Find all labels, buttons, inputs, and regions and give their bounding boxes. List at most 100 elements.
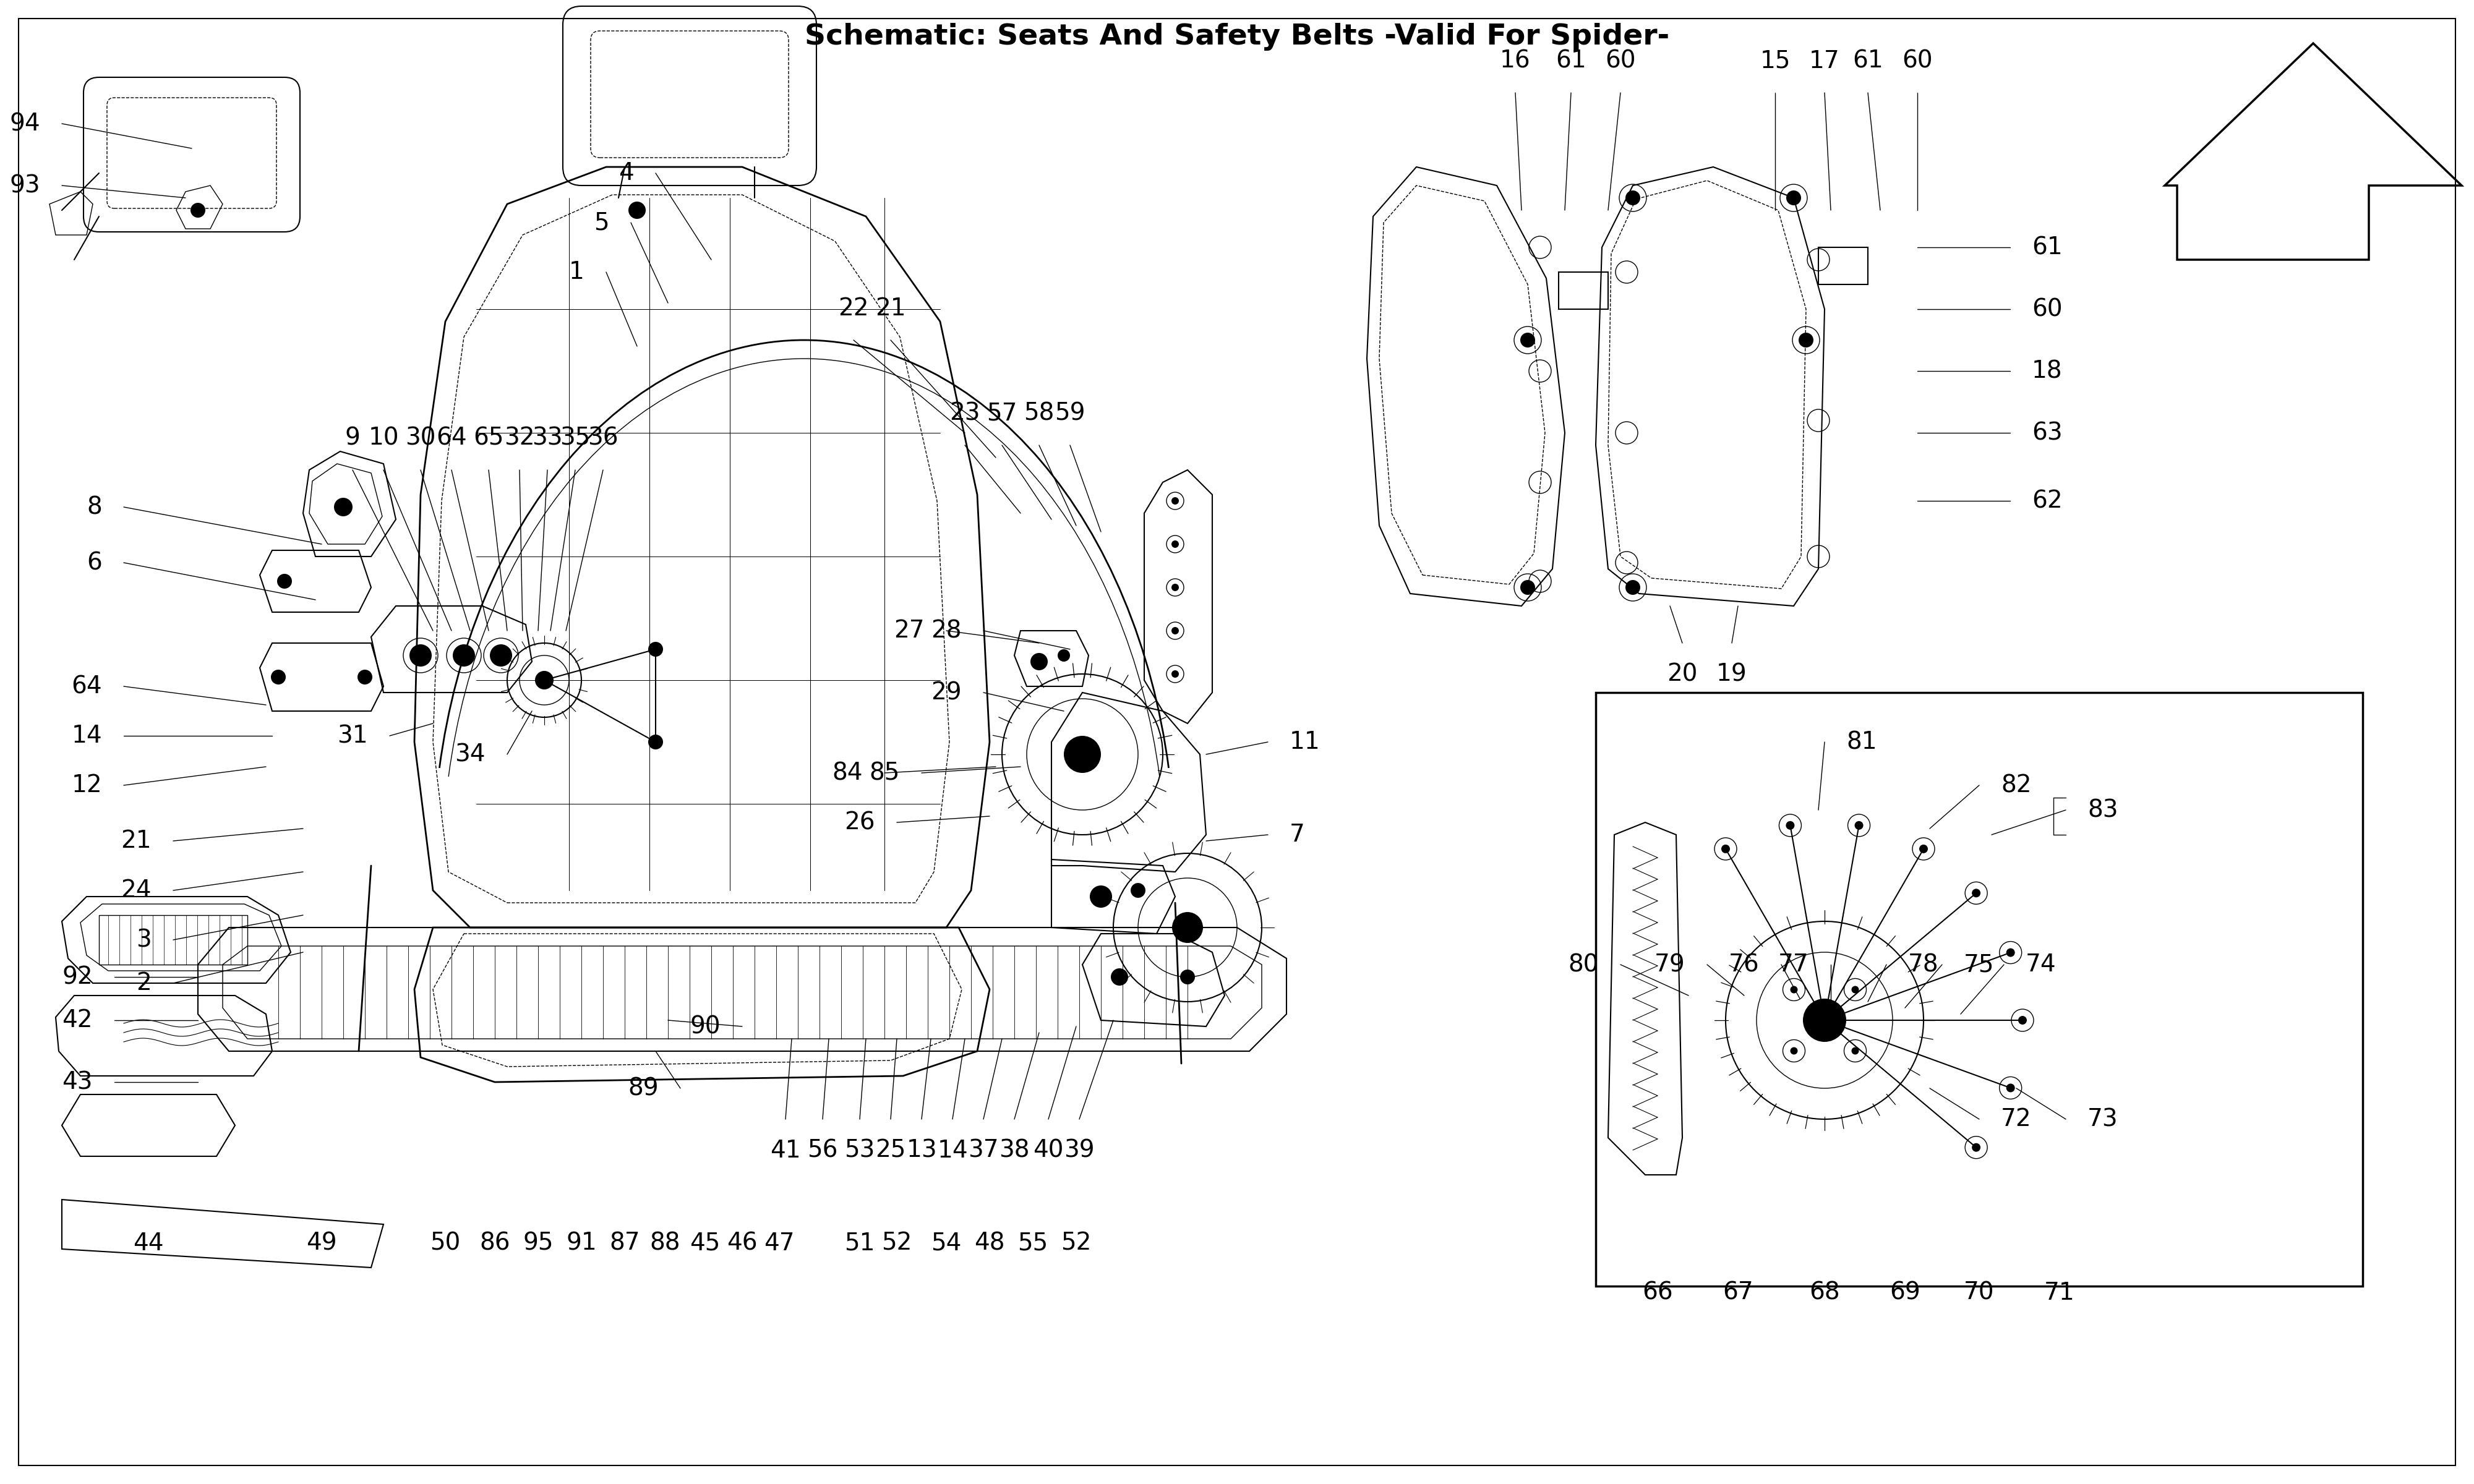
Text: 87: 87	[609, 1232, 641, 1255]
Text: 85: 85	[868, 761, 901, 785]
Text: 70: 70	[1964, 1281, 1994, 1304]
Text: 12: 12	[72, 773, 101, 797]
Text: 24: 24	[121, 879, 151, 902]
Circle shape	[334, 497, 354, 516]
Text: 37: 37	[967, 1140, 999, 1162]
Text: 78: 78	[1907, 953, 1940, 976]
Circle shape	[1920, 844, 1927, 853]
Circle shape	[1029, 653, 1049, 671]
Circle shape	[490, 644, 512, 666]
Text: 14: 14	[72, 724, 101, 748]
Text: 48: 48	[975, 1232, 1004, 1255]
Text: 21: 21	[876, 297, 905, 321]
Text: 1: 1	[569, 260, 584, 283]
Text: 71: 71	[2044, 1281, 2076, 1304]
Text: 95: 95	[522, 1232, 554, 1255]
Circle shape	[1064, 736, 1101, 773]
Text: 3: 3	[136, 927, 151, 951]
Circle shape	[1786, 190, 1801, 205]
Circle shape	[1519, 332, 1534, 347]
Text: 2: 2	[136, 972, 151, 994]
Bar	[99, 916, 247, 965]
Circle shape	[277, 574, 292, 589]
Text: 69: 69	[1890, 1281, 1920, 1304]
Circle shape	[1791, 985, 1799, 993]
Text: 82: 82	[2001, 773, 2031, 797]
Text: 16: 16	[1499, 49, 1531, 73]
Circle shape	[1625, 190, 1640, 205]
Text: 64: 64	[72, 675, 101, 697]
Text: 89: 89	[628, 1076, 658, 1100]
Text: 68: 68	[1808, 1281, 1841, 1304]
Circle shape	[628, 202, 646, 218]
Text: 29: 29	[930, 681, 962, 705]
Text: 9: 9	[344, 427, 361, 450]
Text: 94: 94	[10, 111, 40, 135]
Circle shape	[1791, 1048, 1799, 1055]
Circle shape	[1972, 889, 1982, 898]
Text: 52: 52	[1061, 1232, 1091, 1255]
Text: 73: 73	[2088, 1107, 2118, 1131]
Circle shape	[1173, 671, 1180, 678]
Text: 49: 49	[307, 1232, 336, 1255]
Text: Schematic: Seats And Safety Belts -Valid For Spider-: Schematic: Seats And Safety Belts -Valid…	[804, 24, 1670, 50]
Circle shape	[1173, 540, 1180, 548]
Text: 25: 25	[876, 1140, 905, 1162]
Text: 22: 22	[839, 297, 868, 321]
Text: 45: 45	[690, 1232, 720, 1255]
Text: 30: 30	[406, 427, 435, 450]
Text: 7: 7	[1289, 824, 1304, 846]
Circle shape	[1786, 821, 1794, 830]
Text: 27: 27	[893, 619, 925, 643]
Text: 60: 60	[1606, 49, 1635, 73]
Text: 26: 26	[844, 810, 876, 834]
Text: 92: 92	[62, 965, 94, 988]
Circle shape	[1089, 886, 1113, 908]
Text: 39: 39	[1064, 1140, 1094, 1162]
Circle shape	[1722, 844, 1729, 853]
Text: 40: 40	[1034, 1140, 1064, 1162]
Circle shape	[648, 735, 663, 749]
Text: 19: 19	[1717, 663, 1747, 686]
Text: 83: 83	[2088, 798, 2118, 822]
Circle shape	[648, 641, 663, 656]
Text: 66: 66	[1643, 1281, 1672, 1304]
Text: 63: 63	[2031, 421, 2063, 445]
Circle shape	[1856, 821, 1863, 830]
Circle shape	[1173, 497, 1180, 505]
Text: 14: 14	[938, 1140, 967, 1162]
Circle shape	[453, 644, 475, 666]
Text: 55: 55	[1017, 1232, 1049, 1255]
Circle shape	[1799, 332, 1813, 347]
Text: 46: 46	[727, 1232, 757, 1255]
Text: 57: 57	[987, 402, 1017, 426]
Circle shape	[356, 669, 371, 684]
Text: 74: 74	[2026, 953, 2056, 976]
Text: 41: 41	[769, 1140, 802, 1162]
Circle shape	[2006, 1083, 2014, 1092]
Text: 53: 53	[844, 1140, 876, 1162]
Text: 42: 42	[62, 1009, 94, 1031]
Text: 80: 80	[1569, 953, 1598, 976]
Text: 32: 32	[505, 427, 534, 450]
Text: 15: 15	[1759, 49, 1791, 73]
Text: 76: 76	[1729, 953, 1759, 976]
Text: 43: 43	[62, 1070, 94, 1094]
Text: 17: 17	[1808, 49, 1841, 73]
Circle shape	[1111, 968, 1128, 985]
Text: 60: 60	[1903, 49, 1932, 73]
Text: 34: 34	[455, 742, 485, 766]
Text: 54: 54	[930, 1232, 962, 1255]
Text: 47: 47	[764, 1232, 794, 1255]
Text: 56: 56	[807, 1140, 839, 1162]
Text: 86: 86	[480, 1232, 510, 1255]
Text: 81: 81	[1846, 730, 1878, 754]
Text: 88: 88	[651, 1232, 680, 1255]
Text: 79: 79	[1655, 953, 1685, 976]
Bar	[1596, 693, 2363, 1287]
Circle shape	[1519, 580, 1534, 595]
Text: 77: 77	[1779, 953, 1808, 976]
Text: 61: 61	[2031, 236, 2063, 260]
Text: 65: 65	[473, 427, 505, 450]
Text: 36: 36	[589, 427, 618, 450]
